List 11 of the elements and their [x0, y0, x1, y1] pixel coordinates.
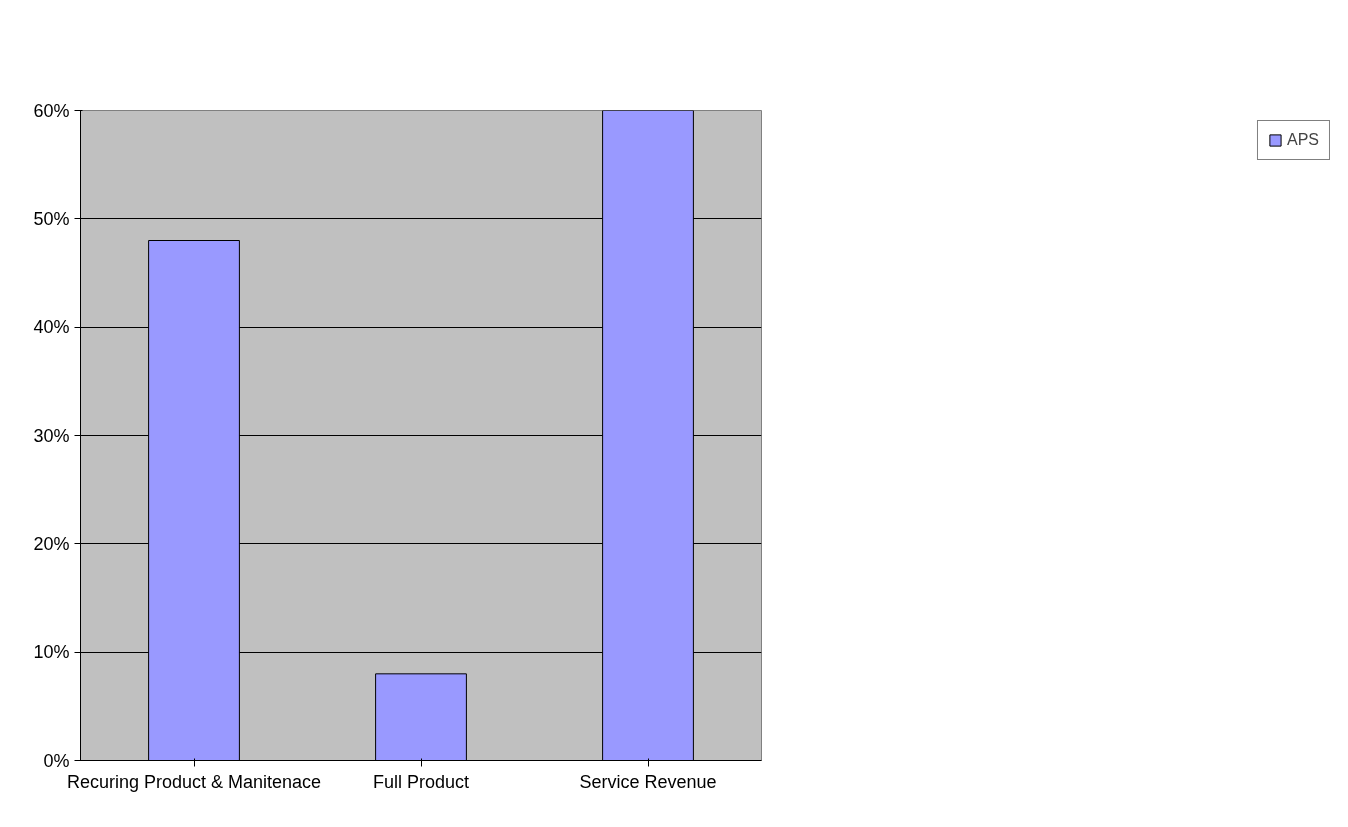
- y-tick-label: 50%: [33, 208, 70, 229]
- y-tick-label: 0%: [43, 750, 70, 771]
- x-tick-label: Recuring Product & Manitenace: [66, 771, 322, 792]
- y-tick-label: 60%: [33, 100, 70, 121]
- y-tick-label: 10%: [33, 642, 70, 663]
- y-tick-label: 20%: [33, 533, 70, 554]
- x-tick-label: Service Revenue: [579, 771, 717, 792]
- x-tick-label: Full Product: [372, 771, 470, 792]
- legend-label: APS: [1286, 131, 1319, 149]
- y-tick-label: 30%: [33, 425, 70, 446]
- y-tick-label: 40%: [33, 317, 70, 338]
